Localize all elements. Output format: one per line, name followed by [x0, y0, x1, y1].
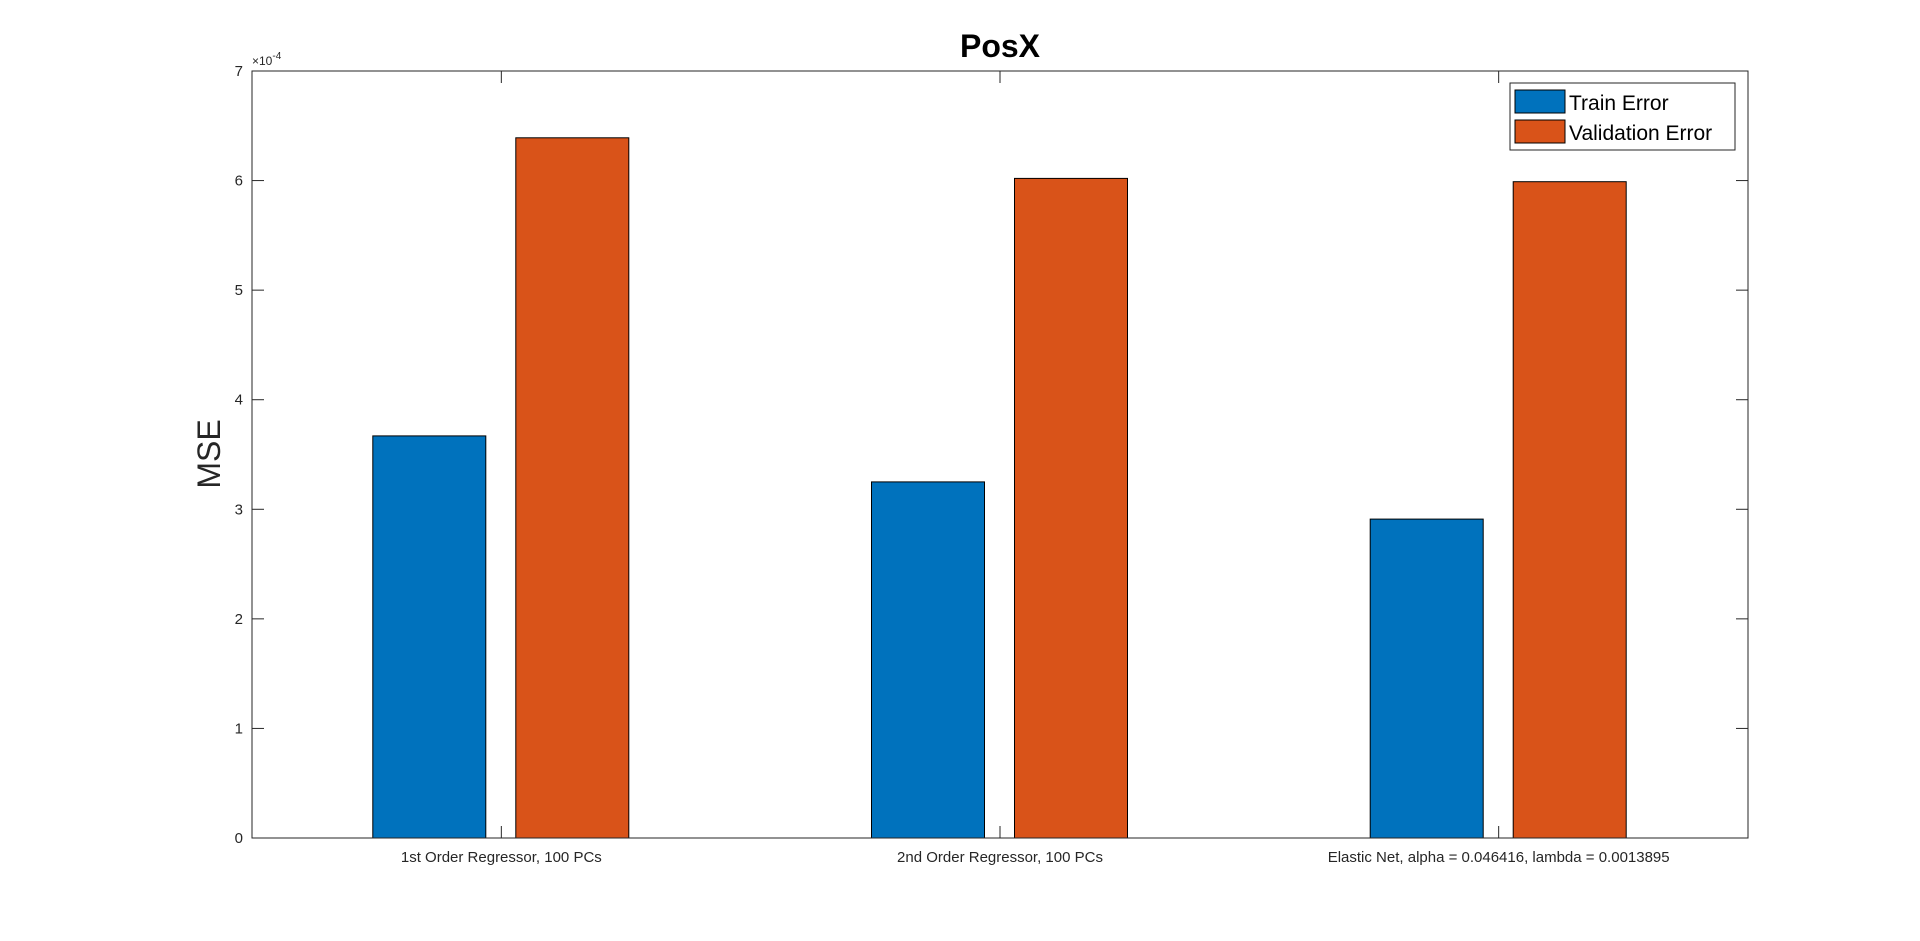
bar-train-2 [871, 481, 985, 839]
y-tick-label: 2 [235, 611, 243, 628]
legend-swatch-validation [1514, 119, 1566, 144]
axes-box [251, 70, 1749, 839]
bar-validation-1 [515, 137, 630, 839]
y-tick-label: 5 [235, 282, 243, 299]
bar-train-1 [372, 435, 487, 839]
legend-swatch-train [1514, 89, 1566, 114]
legend-label-train: Train Error [1569, 92, 1669, 115]
y-tick-label: 0 [235, 830, 243, 847]
x-category-label: 1st Order Regressor, 100 PCs [401, 849, 602, 866]
chart-title: PosX [960, 28, 1041, 64]
y-tick-label: 6 [235, 173, 243, 190]
bar-train-3 [1369, 518, 1484, 839]
y-tick-label: 7 [235, 63, 243, 80]
y-tick-label: 3 [235, 501, 243, 518]
x-category-label: 2nd Order Regressor, 100 PCs [897, 849, 1103, 866]
y-tick-label: 4 [235, 392, 243, 409]
x-category-label: Elastic Net, alpha = 0.046416, lambda = … [1328, 849, 1670, 866]
legend-label-validation: Validation Error [1569, 122, 1712, 145]
plot-area [252, 71, 1748, 838]
y-axis-label: MSE [191, 419, 227, 488]
bar-validation-3 [1512, 181, 1627, 839]
y-exponent-label: ×10-4 [252, 51, 282, 68]
legend: Train Error Validation Error [1509, 82, 1736, 151]
bar-validation-2 [1014, 177, 1128, 839]
y-tick-label: 1 [235, 720, 243, 737]
